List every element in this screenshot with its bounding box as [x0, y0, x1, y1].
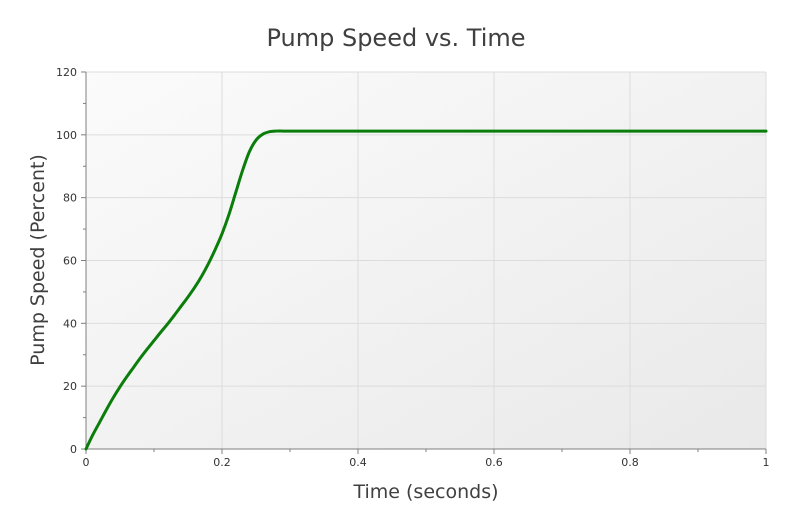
x-axis-title: Time (seconds)	[352, 481, 498, 503]
y-tick-label: 40	[63, 317, 77, 330]
x-tick-label: 0.6	[485, 456, 503, 469]
y-tick-label: 60	[63, 255, 77, 268]
y-tick-labels: 0 20 40 60 80 100 120	[56, 66, 77, 456]
chart-title: Pump Speed vs. Time	[266, 24, 525, 52]
x-tick-label: 0.2	[213, 456, 231, 469]
x-tick-label: 0.4	[349, 456, 367, 469]
x-tick-label: 0	[83, 456, 90, 469]
y-tick-label: 0	[70, 443, 77, 456]
series-line-pump-speed	[84, 129, 768, 451]
grid-lines	[86, 71, 767, 449]
x-tick-label: 1	[763, 456, 770, 469]
y-axis-title: Pump Speed (Percent)	[27, 154, 49, 366]
y-tick-label: 80	[63, 192, 77, 205]
y-tick-label: 100	[56, 129, 77, 142]
y-tick-label: 120	[56, 66, 77, 79]
x-tick-labels: 0 0.2 0.4 0.6 0.8 1	[83, 456, 770, 469]
x-tick-label: 0.8	[621, 456, 639, 469]
y-tick-label: 20	[63, 380, 77, 393]
